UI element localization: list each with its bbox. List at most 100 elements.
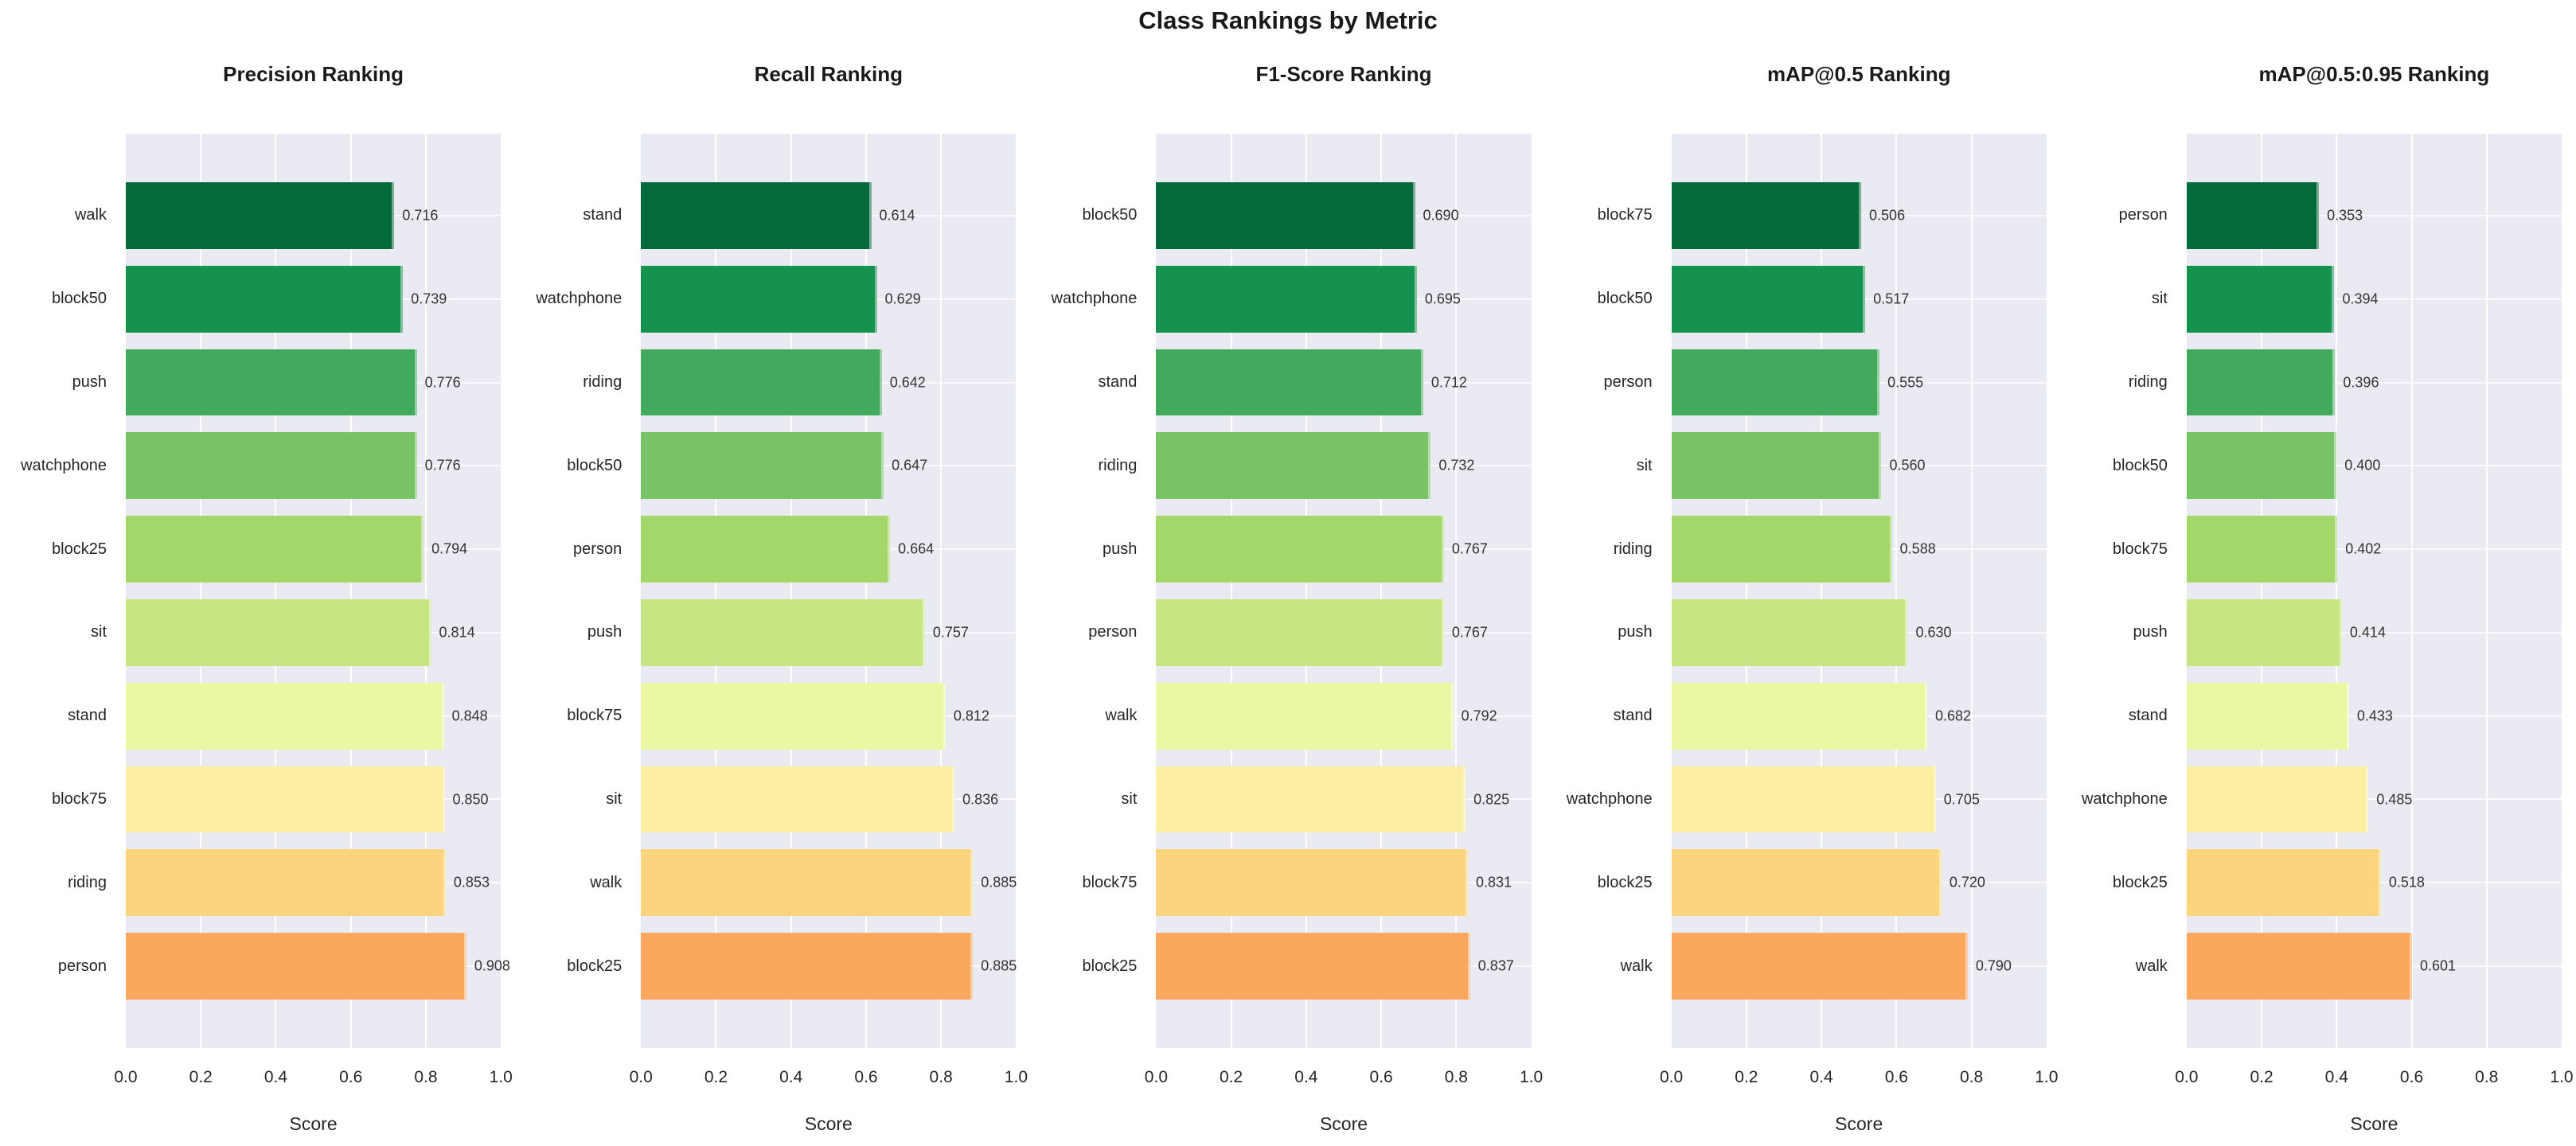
- y-tick-label: watchphone: [1566, 790, 1653, 809]
- y-axis-labels-inner: walk block50 push watchphone block25 sit stand…: [0, 174, 116, 1008]
- bar: [641, 516, 891, 583]
- bar: [126, 349, 417, 416]
- bar: [2186, 349, 2336, 416]
- x-axis-ticks: 0.0 0.2 0.4 0.6 0.8 1.0: [1660, 1068, 2058, 1089]
- bar-value-label: 0.853: [453, 874, 490, 891]
- bar: [1671, 432, 1882, 500]
- x-tick-label: 0.0: [1144, 1068, 1169, 1086]
- bar-row: 0.400: [2186, 424, 2562, 508]
- y-tick-label: sit: [1636, 456, 1653, 474]
- horizontal-gridline: [2186, 214, 2562, 216]
- y-axis-labels: block75 block50 person sit riding push stand wa…: [1546, 134, 1662, 1048]
- bar-value-label: 0.394: [2342, 290, 2379, 307]
- y-tick-label: watchphone: [1051, 290, 1138, 308]
- bar-row: 0.353: [2186, 174, 2562, 258]
- bar: [1156, 265, 1417, 333]
- bar: [641, 265, 877, 333]
- vertical-gridline: [2485, 134, 2488, 1048]
- bar-row: 0.836: [641, 758, 1016, 841]
- bar-row: 0.506: [1671, 174, 2047, 258]
- bar-row: 0.837: [1156, 925, 1531, 1008]
- bar-value-label: 0.353: [2327, 207, 2363, 224]
- vertical-gridline: [790, 134, 792, 1048]
- bar-value-label: 0.885: [981, 957, 1017, 974]
- x-tick-label: 0.0: [1660, 1068, 1684, 1086]
- y-tick-label: riding: [1098, 456, 1138, 474]
- bar-row: 0.414: [2186, 591, 2562, 675]
- bar: [126, 766, 445, 833]
- bar: [2186, 849, 2381, 917]
- y-tick-label: block50: [2112, 456, 2168, 474]
- bar: [126, 682, 444, 750]
- x-axis-label: Score: [1319, 1113, 1368, 1134]
- bar: [1671, 849, 1942, 917]
- bar: [1156, 682, 1454, 750]
- plot-area: 0.506 0.517 0.555 0.560 0.588 0.630 0.682 0.705…: [1671, 134, 2047, 1048]
- bar-value-label: 0.647: [892, 457, 928, 474]
- bar: [126, 432, 417, 500]
- y-tick-label: push: [1618, 623, 1653, 641]
- y-axis-labels: block50 watchphone stand riding push person wa…: [1030, 134, 1146, 1048]
- y-tick-label: block75: [1597, 206, 1653, 224]
- x-axis-ticks: 0.0 0.2 0.4 0.6 0.8 1.0: [1145, 1068, 1543, 1089]
- bar-row: 0.794: [126, 508, 501, 591]
- bar-row: 0.812: [641, 674, 1016, 758]
- horizontal-gridline: [2186, 381, 2562, 384]
- x-tick-label: 0.4: [1809, 1068, 1833, 1086]
- y-tick-label: block50: [567, 456, 623, 474]
- bar-value-label: 0.601: [2420, 957, 2457, 974]
- x-axis-label: Score: [1835, 1113, 1883, 1134]
- y-tick-label: block75: [52, 790, 107, 809]
- bar: [1156, 349, 1423, 416]
- x-tick-label: 0.8: [414, 1068, 438, 1086]
- bar: [1156, 599, 1444, 666]
- subplot-title: mAP@0.5 Ranking: [1766, 62, 1951, 86]
- bar-row: 0.588: [1671, 508, 2047, 591]
- bar: [126, 599, 431, 666]
- bar-row: 0.518: [2186, 841, 2562, 925]
- bar: [2186, 265, 2335, 333]
- y-tick-label: walk: [74, 206, 107, 224]
- bar: [641, 349, 882, 416]
- y-tick-label: watchphone: [2081, 790, 2168, 809]
- plot-area: 0.353 0.394 0.396 0.400 0.402 0.414 0.433 0.485…: [2186, 134, 2562, 1048]
- bar-value-label: 0.433: [2356, 707, 2393, 724]
- bar: [126, 849, 446, 917]
- bar-row: 0.560: [1671, 424, 2047, 508]
- y-tick-label: riding: [68, 873, 107, 891]
- bar-value-label: 0.757: [932, 624, 969, 641]
- subplot-title: Recall Ranking: [754, 62, 903, 86]
- horizontal-gridline: [2186, 715, 2562, 717]
- y-tick-label: stand: [2128, 707, 2168, 725]
- y-tick-label: sit: [2151, 290, 2168, 308]
- bar: [641, 682, 946, 750]
- subplot-title: Precision Ranking: [223, 62, 404, 86]
- bar-row: 0.396: [2186, 341, 2562, 424]
- bar: [1156, 432, 1431, 500]
- plot-area: 0.690 0.695 0.712 0.732 0.767 0.767 0.792 0.825…: [1156, 134, 1532, 1048]
- y-tick-label: block75: [2112, 540, 2168, 558]
- y-tick-label: watchphone: [21, 456, 107, 474]
- bar-row: 0.767: [1156, 591, 1531, 675]
- x-tick-label: 0.2: [2250, 1068, 2274, 1086]
- bar: [1671, 682, 1927, 750]
- bar-value-label: 0.812: [953, 707, 989, 724]
- bar-value-label: 0.790: [1975, 957, 2012, 974]
- bar-value-label: 0.739: [411, 290, 447, 307]
- vertical-gridline: [200, 134, 202, 1048]
- vertical-gridline: [2410, 134, 2413, 1048]
- bar-value-label: 0.705: [1943, 791, 1980, 808]
- vertical-gridline: [1305, 134, 1307, 1048]
- bar: [1671, 933, 1968, 1000]
- bar: [1671, 349, 1880, 416]
- bar-row: 0.682: [1671, 674, 2047, 758]
- bar-row: 0.790: [1671, 925, 2047, 1008]
- y-tick-label: walk: [1620, 957, 1653, 975]
- x-tick-label: 0.4: [2324, 1068, 2348, 1086]
- bar-row: 0.705: [1671, 758, 2047, 841]
- y-axis-labels-inner: stand watchphone riding block50 person push bl…: [515, 174, 631, 1008]
- bar-row: 0.712: [1156, 341, 1531, 424]
- bar: [126, 933, 466, 1000]
- bar: [1671, 599, 1908, 666]
- bar-row: 0.776: [126, 341, 501, 424]
